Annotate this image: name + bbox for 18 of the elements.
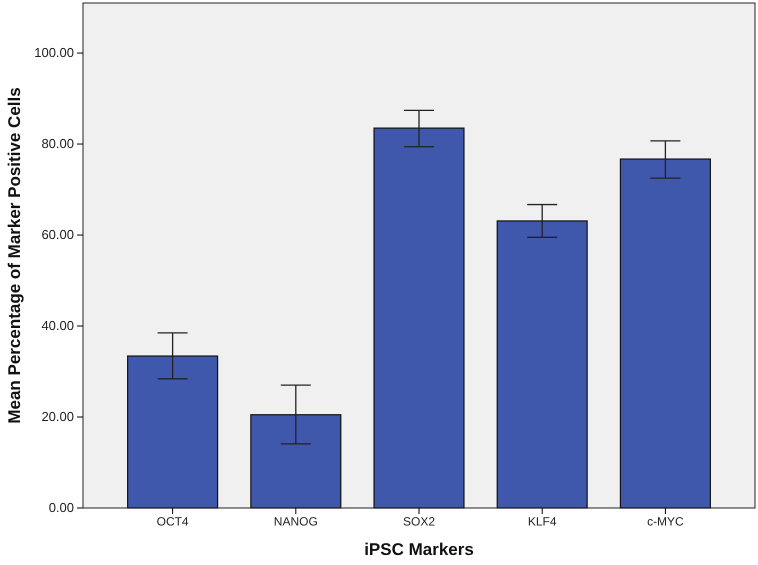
x-tick-label: NANOG <box>274 514 318 529</box>
bar <box>496 220 588 509</box>
bar <box>127 355 218 509</box>
y-tick-label: 100.00 <box>34 45 74 60</box>
y-tick-label: 20.00 <box>41 409 74 424</box>
x-tick-label: SOX2 <box>402 514 436 529</box>
y-tick-label: 80.00 <box>41 136 74 152</box>
bar <box>620 158 711 509</box>
x-axis-title: iPSC Markers <box>364 540 474 559</box>
y-tick-label: 60.00 <box>41 227 74 242</box>
x-tick-label: KLF4 <box>528 514 557 529</box>
x-tick-label: c-MYC <box>647 514 684 529</box>
y-axis-title: Mean Percentage of Marker Positive Cells <box>5 87 24 424</box>
bar <box>250 414 342 509</box>
x-tick-label: OCT4 <box>156 514 189 529</box>
y-tick-label: 40.00 <box>41 318 74 334</box>
bar <box>373 128 465 509</box>
y-tick-label: 0.00 <box>48 500 74 516</box>
